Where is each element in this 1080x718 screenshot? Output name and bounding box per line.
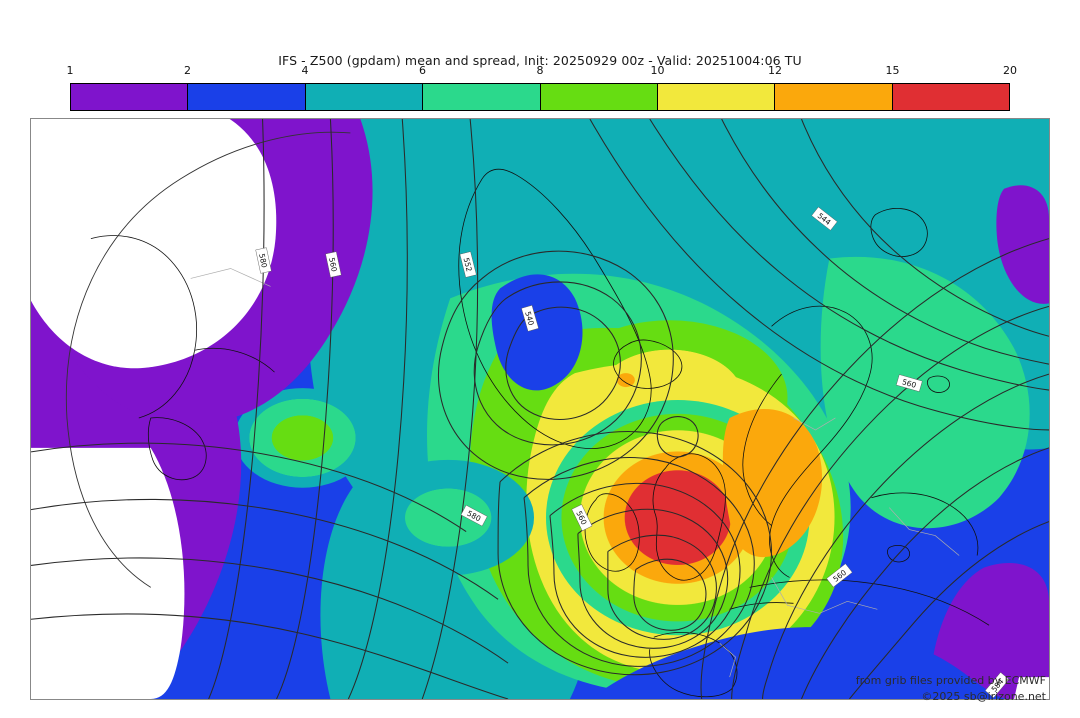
colorbar-segment-7: [891, 84, 1009, 110]
colorbar-segment-5: [656, 84, 775, 110]
isolines: [31, 119, 1049, 699]
svg-text:552: 552: [462, 257, 474, 273]
map-panel: 580 560 552 540: [30, 118, 1050, 700]
svg-text:560: 560: [327, 257, 339, 273]
colorbar-tick-1: 1: [66, 64, 74, 77]
spread-max-labrador: [234, 388, 371, 488]
colorbar-segment-4: [539, 84, 657, 110]
colorbar-segment-3: [422, 84, 540, 110]
colorbar-tick-labels: 1 2 4 6 8 10 12 15 20: [66, 64, 1018, 80]
colorbar-tick-8: 8: [536, 64, 544, 77]
map-nodata-area-southeast: [1014, 677, 1049, 699]
spread-region-orange-norway: [722, 409, 823, 558]
colorbar-tick-2: 2: [184, 64, 191, 77]
page-title: IFS - Z500 (gpdam) mean and spread, Init…: [278, 53, 802, 68]
colorbar-segment-2: [304, 84, 423, 110]
svg-text:560: 560: [901, 377, 917, 390]
spread-region-green-baltic: [820, 256, 1030, 529]
colorbar-segment-6: [774, 84, 892, 110]
colorbar-tick-12: 12: [768, 64, 782, 77]
credit-source: from grib files provided by ECMWF: [855, 674, 1046, 687]
map-nodata-area-southwest: [31, 447, 185, 699]
colorbar-tick-20: 20: [1003, 64, 1017, 77]
colorbar-tick-6: 6: [419, 64, 426, 77]
credit-copyright: ©2025 sb@irizone.net: [921, 690, 1046, 703]
colorbar: [70, 83, 1010, 111]
map-nodata-area: [31, 119, 277, 369]
map-canvas: 580 560 552 540: [31, 119, 1049, 699]
colorbar-segment-0: [71, 84, 188, 110]
colorbar-tick-4: 4: [301, 64, 309, 77]
svg-text:540: 540: [523, 310, 536, 326]
spread-min-east-purple: [996, 185, 1049, 304]
svg-text:580: 580: [257, 253, 269, 269]
spread-cell-orange-south-iceland: [616, 373, 635, 388]
colorbar-tick-10: 10: [650, 64, 665, 77]
colorbar-tick-15: 15: [885, 64, 900, 77]
spread-min-southeast-purple: [929, 562, 1049, 699]
country-borders: [190, 268, 960, 678]
colorbar-segment-1: [187, 84, 305, 110]
spread-cell-atlantic-south: [362, 459, 535, 576]
spread-region-blue-iberia: [589, 627, 1010, 699]
colorbar-segments: [70, 83, 1010, 111]
spread-min-greenland: [491, 274, 583, 391]
